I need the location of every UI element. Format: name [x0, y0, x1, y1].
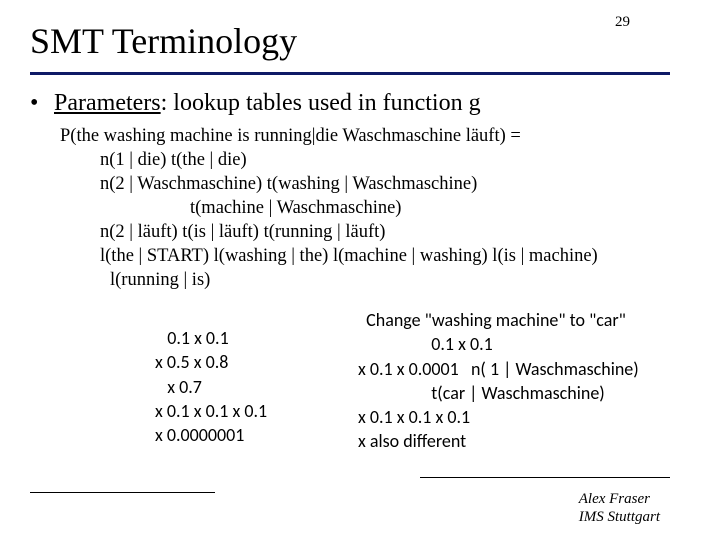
bullet-parameters: • Parameters: lookup tables used in func…: [30, 90, 680, 117]
footer-rule: [420, 477, 670, 478]
formula-line: l(the | START) l(washing | the) l(machin…: [60, 244, 680, 268]
calc-line: t(car | Waschmaschine): [358, 381, 698, 405]
calc-line: Change "washing machine" to "car": [358, 308, 698, 332]
calc-line: 0.1 x 0.1: [155, 326, 267, 350]
formula-line: t(machine | Waschmaschine): [60, 196, 680, 220]
calc-line: x 0.0000001: [155, 423, 267, 447]
calc-line: x 0.1 x 0.1 x 0.1: [358, 405, 698, 429]
formula-line: n(2 | Waschmaschine) t(washing | Waschma…: [60, 172, 680, 196]
formula-line: n(2 | läuft) t(is | läuft) t(running | l…: [60, 220, 680, 244]
calc-line: x also different: [358, 429, 698, 453]
title-underline: [30, 72, 670, 75]
footer-affiliation: IMS Stuttgart: [579, 508, 660, 526]
formula-block: P(the washing machine is running|die Was…: [60, 124, 680, 292]
bullet-term: Parameters: [54, 90, 161, 116]
bottom-rule-left: [30, 492, 215, 493]
bullet-rest: : lookup tables used in function g: [161, 90, 481, 116]
formula-line: n(1 | die) t(the | die): [60, 148, 680, 172]
page-number: 29: [615, 14, 630, 31]
formula-line: l(running | is): [60, 268, 680, 292]
left-calculation: 0.1 x 0.1x 0.5 x 0.8 x 0.7x 0.1 x 0.1 x …: [155, 326, 267, 447]
slide: 29 SMT Terminology • Parameters: lookup …: [0, 0, 720, 540]
footer: Alex Fraser IMS Stuttgart: [579, 490, 660, 526]
calc-line: x 0.7: [155, 375, 267, 399]
calc-line: x 0.1 x 0.1 x 0.1: [155, 399, 267, 423]
formula-line: P(the washing machine is running|die Was…: [60, 124, 680, 148]
slide-title: SMT Terminology: [30, 20, 297, 62]
calc-line: x 0.5 x 0.8: [155, 350, 267, 374]
footer-name: Alex Fraser: [579, 490, 660, 508]
bullet-marker: •: [30, 90, 48, 117]
calc-line: 0.1 x 0.1: [358, 332, 698, 356]
right-calculation: Change "washing machine" to "car" 0.1 x …: [358, 308, 698, 454]
calc-line: x 0.1 x 0.0001 n( 1 | Waschmaschine): [358, 357, 698, 381]
